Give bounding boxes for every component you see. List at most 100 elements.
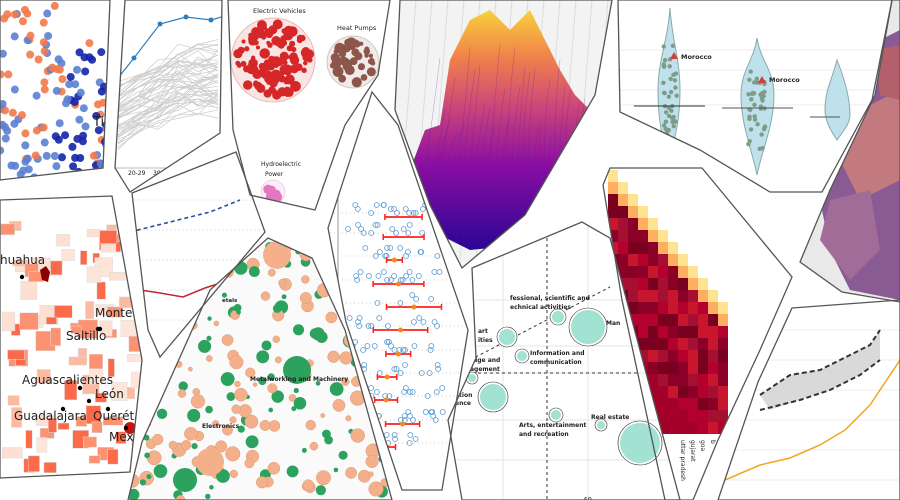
observation-point <box>397 370 404 376</box>
peach-node <box>215 440 228 453</box>
background-line <box>117 59 219 102</box>
heatmap-cell <box>708 398 718 410</box>
violin-point <box>664 141 669 147</box>
heatmap-cell <box>648 374 658 386</box>
green-node <box>209 485 214 490</box>
heatmap-cell <box>668 374 678 386</box>
municipality <box>36 369 51 384</box>
x-tick: 20-29 <box>128 170 146 177</box>
municipality <box>86 266 102 283</box>
ev-bubble <box>273 62 280 68</box>
ev-bubble <box>267 63 275 71</box>
observation-point <box>399 277 406 283</box>
heatmap-cell <box>678 374 688 386</box>
mean-point <box>395 351 401 357</box>
municipality <box>70 325 83 334</box>
heatmap-cell <box>718 398 728 410</box>
scatter-point <box>32 126 41 135</box>
observation-point <box>436 269 443 275</box>
heat-pump-bubble <box>338 56 348 66</box>
heat-pump-bubble <box>369 57 375 63</box>
ev-bubble <box>250 55 256 61</box>
heatmap-cell <box>688 338 698 350</box>
green-node <box>206 335 212 341</box>
green-node <box>233 303 242 312</box>
scatter-point <box>81 67 90 76</box>
ev-bubble <box>244 46 250 52</box>
municipality <box>89 369 104 385</box>
background-line <box>117 73 219 106</box>
violin-point <box>662 90 667 96</box>
observation-point <box>346 315 353 321</box>
municipality <box>80 250 88 265</box>
ev-bubble <box>255 45 261 50</box>
peach-node <box>268 420 281 432</box>
municipality <box>61 248 75 261</box>
mean-point <box>398 327 404 333</box>
observation-point <box>415 273 422 279</box>
city-label: Guadalajara <box>14 409 87 423</box>
heatmap-cell <box>698 386 708 398</box>
peach-node <box>143 358 157 372</box>
observation-point <box>385 339 392 345</box>
green-node <box>220 372 235 387</box>
background-line <box>117 43 219 88</box>
heatmap-cell <box>628 230 638 242</box>
observation-point <box>391 366 398 372</box>
ev-bubble <box>303 48 311 56</box>
ev-bubble <box>301 67 307 74</box>
municipality <box>54 305 73 318</box>
green-node <box>329 382 344 396</box>
peach-node <box>260 291 271 301</box>
green-node <box>216 469 230 483</box>
green-node <box>333 467 339 473</box>
heatmap-cell <box>688 350 698 362</box>
mesh-line <box>516 66 526 236</box>
ev-bubble <box>261 34 267 40</box>
heatmap-cell <box>668 314 678 326</box>
green-node <box>324 435 333 445</box>
observation-point <box>432 417 439 423</box>
peach-node <box>134 274 141 281</box>
heatmap-cell <box>668 386 678 398</box>
peach-node <box>139 427 145 434</box>
gold-line <box>724 359 900 481</box>
observation-point <box>416 315 423 321</box>
trend-line-shard-outline <box>717 299 900 500</box>
network-bubbles-shard-outline <box>127 237 393 500</box>
heatmap-cell <box>698 302 708 314</box>
heatmap-cell <box>618 218 628 230</box>
observation-point <box>372 417 379 423</box>
background-line <box>117 75 219 129</box>
violin-point <box>749 97 754 102</box>
row-label: c <box>318 227 325 241</box>
violin-point <box>668 76 673 82</box>
background-line <box>117 54 219 94</box>
ev-bubble <box>250 32 260 41</box>
heatmap-cell <box>658 290 668 302</box>
green-node <box>205 493 211 500</box>
green-node <box>286 465 299 478</box>
violin-point <box>666 113 672 119</box>
heatmap-cell <box>648 266 658 278</box>
heatmap-cell <box>628 302 638 314</box>
ev-bubble <box>289 52 298 61</box>
background-line <box>117 81 219 118</box>
heatmap-cell <box>718 386 728 398</box>
heatmap-cell <box>628 314 638 326</box>
sector-bubble <box>480 384 506 410</box>
observation-point <box>393 366 400 372</box>
municipality <box>101 244 117 253</box>
scatter-point <box>57 59 66 68</box>
sector-bubble <box>597 421 605 429</box>
scatter-point <box>32 91 41 100</box>
municipality <box>107 358 115 378</box>
peach-node <box>316 470 331 486</box>
observation-point <box>406 389 413 395</box>
peach-node <box>135 318 148 331</box>
peach-node <box>339 351 353 365</box>
peach-node <box>272 335 280 344</box>
observation-point <box>411 343 418 349</box>
ev-bubble <box>267 42 273 48</box>
